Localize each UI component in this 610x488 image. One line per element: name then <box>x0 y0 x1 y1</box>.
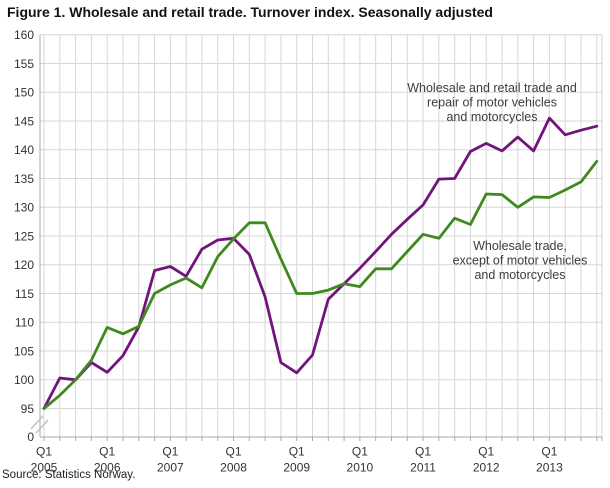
y-tick-label: 160 <box>14 28 34 42</box>
series-label-line: Wholesale and retail trade and <box>407 81 577 95</box>
x-tick-label-quarter: Q1 <box>415 445 431 459</box>
break-slash <box>35 419 49 434</box>
series-label-line: repair of motor vehicles <box>427 96 557 110</box>
figure-title: Figure 1. Wholesale and retail trade. Tu… <box>7 4 493 20</box>
y-tick-label: 115 <box>15 287 34 301</box>
series-label-line: and motorcycles <box>446 110 537 124</box>
y-tick-label: 100 <box>14 373 34 387</box>
horizontal-gridlines <box>40 34 602 409</box>
y-tick-labels: 95 100 105 110 115 120 125 130 135 140 145 150 155 16… <box>14 28 34 444</box>
x-tick-label-year: 2006 <box>94 461 121 475</box>
series-label-line: Wholesale trade, <box>473 239 567 253</box>
y-tick-label: 135 <box>14 172 34 186</box>
x-tick-label-year: 2012 <box>473 461 500 475</box>
x-axis-ticks <box>43 437 603 441</box>
y-tick-label: 150 <box>14 86 34 100</box>
x-tick-label-year: 2009 <box>283 461 310 475</box>
x-tick-label-year: 2008 <box>220 461 247 475</box>
x-tick-label-quarter: Q1 <box>226 445 242 459</box>
y-tick-label: 105 <box>14 344 34 358</box>
y-axis-break-icon <box>30 415 49 434</box>
y-tick-label: 155 <box>14 57 34 71</box>
series-line-wholesale <box>42 159 599 410</box>
x-tick-labels: Q1 2005 Q1 2006 Q1 2007 Q1 2008 Q1 2009 Q1 2010 Q1 20… <box>31 445 563 475</box>
series-label-wholesale: Wholesale trade,except of motor vehicles… <box>453 239 588 282</box>
x-tick-label-quarter: Q1 <box>541 445 557 459</box>
y-tick-label: 125 <box>14 229 34 243</box>
y-tick-label: 110 <box>15 316 34 330</box>
x-tick-label-year: 2013 <box>536 461 563 475</box>
x-tick-label-quarter: Q1 <box>352 445 368 459</box>
x-tick-label-quarter: Q1 <box>36 445 52 459</box>
series-label-line: and motorcycles <box>474 268 565 282</box>
source-note: Source: Statistics Norway. <box>2 469 136 481</box>
x-tick-label-quarter: Q1 <box>99 445 115 459</box>
series-line-motor <box>42 116 599 410</box>
y-tick-label: 140 <box>14 143 34 157</box>
break-slash <box>30 415 44 430</box>
x-tick-label-year: 2007 <box>157 461 184 475</box>
y-tick-label: 95 <box>21 402 35 416</box>
x-tick-label-quarter: Q1 <box>478 445 494 459</box>
y-tick-label: 130 <box>14 201 34 215</box>
x-tick-label-year: 2011 <box>410 461 436 475</box>
y-tick-label: 120 <box>14 258 34 272</box>
x-tick-label-year: 2005 <box>31 461 58 475</box>
series-label-line: except of motor vehicles <box>453 254 588 268</box>
y-tick-label-zero: 0 <box>27 430 34 444</box>
x-tick-label-quarter: Q1 <box>289 445 305 459</box>
y-tick-label: 145 <box>14 114 34 128</box>
x-tick-label-quarter: Q1 <box>162 445 178 459</box>
x-tick-label-year: 2010 <box>347 461 374 475</box>
